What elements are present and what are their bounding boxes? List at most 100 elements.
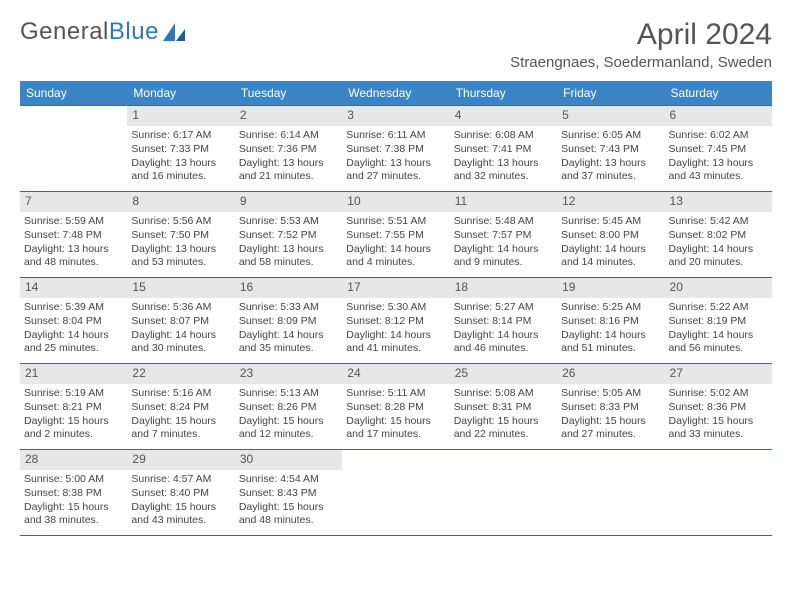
daylight-line: Daylight: 15 hours and 2 minutes.: [24, 415, 123, 443]
sunrise-line: Sunrise: 5:11 AM: [346, 387, 445, 401]
sunrise-line: Sunrise: 5:53 AM: [239, 215, 338, 229]
day-number: 13: [665, 192, 772, 212]
daylight-line: Daylight: 15 hours and 38 minutes.: [24, 501, 123, 529]
calendar-day-cell: [342, 450, 449, 536]
day-number: 20: [665, 278, 772, 298]
sunrise-line: Sunrise: 5:02 AM: [669, 387, 768, 401]
sunrise-line: Sunrise: 5:00 AM: [24, 473, 123, 487]
calendar-day-cell: 21Sunrise: 5:19 AMSunset: 8:21 PMDayligh…: [20, 364, 127, 450]
day-number: 22: [127, 364, 234, 384]
day-number: 12: [557, 192, 664, 212]
daylight-line: Daylight: 13 hours and 48 minutes.: [24, 243, 123, 271]
sunset-line: Sunset: 7:41 PM: [454, 143, 553, 157]
calendar-day-cell: 23Sunrise: 5:13 AMSunset: 8:26 PMDayligh…: [235, 364, 342, 450]
calendar-day-cell: 27Sunrise: 5:02 AMSunset: 8:36 PMDayligh…: [665, 364, 772, 450]
month-title: April 2024: [510, 18, 772, 52]
sunset-line: Sunset: 7:50 PM: [131, 229, 230, 243]
calendar-day-cell: 25Sunrise: 5:08 AMSunset: 8:31 PMDayligh…: [450, 364, 557, 450]
sunset-line: Sunset: 8:02 PM: [669, 229, 768, 243]
daylight-line: Daylight: 13 hours and 16 minutes.: [131, 157, 230, 185]
day-number: 16: [235, 278, 342, 298]
day-number: 1: [127, 106, 234, 126]
sunrise-line: Sunrise: 5:19 AM: [24, 387, 123, 401]
weekday-header: Thursday: [450, 81, 557, 106]
day-number: 2: [235, 106, 342, 126]
calendar-body: 1Sunrise: 6:17 AMSunset: 7:33 PMDaylight…: [20, 106, 772, 536]
calendar-day-cell: 17 Sunrise: 5:30 AMSunset: 8:12 PMDayligh…: [342, 278, 449, 364]
sunrise-line: Sunrise: 6:11 AM: [346, 129, 445, 143]
calendar-day-cell: 14Sunrise: 5:39 AMSunset: 8:04 PMDayligh…: [20, 278, 127, 364]
day-number: 10: [342, 192, 449, 212]
weekday-header: Sunday: [20, 81, 127, 106]
sunrise-line: Sunrise: 6:05 AM: [561, 129, 660, 143]
calendar-day-cell: 6Sunrise: 6:02 AMSunset: 7:45 PMDaylight…: [665, 106, 772, 192]
calendar-day-cell: 16Sunrise: 5:33 AMSunset: 8:09 PMDayligh…: [235, 278, 342, 364]
sunset-line: Sunset: 8:12 PM: [346, 315, 445, 329]
daylight-line: Daylight: 14 hours and 41 minutes.: [346, 329, 445, 357]
calendar-week-row: 21Sunrise: 5:19 AMSunset: 8:21 PMDayligh…: [20, 364, 772, 450]
sunset-line: Sunset: 7:33 PM: [131, 143, 230, 157]
day-number: 25: [450, 364, 557, 384]
calendar-week-row: 28Sunrise: 5:00 AMSunset: 8:38 PMDayligh…: [20, 450, 772, 536]
sunset-line: Sunset: 8:43 PM: [239, 487, 338, 501]
calendar-day-cell: 19Sunrise: 5:25 AMSunset: 8:16 PMDayligh…: [557, 278, 664, 364]
sunset-line: Sunset: 7:38 PM: [346, 143, 445, 157]
daylight-line: Daylight: 13 hours and 58 minutes.: [239, 243, 338, 271]
title-block: April 2024 Straengnaes, Soedermanland, S…: [510, 18, 772, 71]
sunrise-line: Sunrise: 5:16 AM: [131, 387, 230, 401]
daylight-line: Daylight: 15 hours and 48 minutes.: [239, 501, 338, 529]
sunrise-line: Sunrise: 5:22 AM: [669, 301, 768, 315]
sunrise-line: Sunrise: 4:57 AM: [131, 473, 230, 487]
daylight-line: Daylight: 14 hours and 14 minutes.: [561, 243, 660, 271]
sunset-line: Sunset: 7:52 PM: [239, 229, 338, 243]
calendar-day-cell: 15Sunrise: 5:36 AMSunset: 8:07 PMDayligh…: [127, 278, 234, 364]
sunset-line: Sunset: 7:43 PM: [561, 143, 660, 157]
daylight-line: Daylight: 15 hours and 22 minutes.: [454, 415, 553, 443]
weekday-header: Friday: [557, 81, 664, 106]
calendar-day-cell: [665, 450, 772, 536]
day-number: 15: [127, 278, 234, 298]
sunset-line: Sunset: 8:38 PM: [24, 487, 123, 501]
daylight-line: Daylight: 14 hours and 56 minutes.: [669, 329, 768, 357]
day-number: 28: [20, 450, 127, 470]
daylight-line: Daylight: 13 hours and 37 minutes.: [561, 157, 660, 185]
day-number: 23: [235, 364, 342, 384]
logo-text-blue: Blue: [109, 18, 159, 46]
sunrise-line: Sunrise: 6:02 AM: [669, 129, 768, 143]
location: Straengnaes, Soedermanland, Sweden: [510, 54, 772, 71]
daylight-line: Daylight: 14 hours and 30 minutes.: [131, 329, 230, 357]
sunset-line: Sunset: 8:04 PM: [24, 315, 123, 329]
sunrise-line: Sunrise: 5:33 AM: [239, 301, 338, 315]
daylight-line: Daylight: 15 hours and 7 minutes.: [131, 415, 230, 443]
sunset-line: Sunset: 8:26 PM: [239, 401, 338, 415]
sunset-line: Sunset: 8:19 PM: [669, 315, 768, 329]
day-number: 27: [665, 364, 772, 384]
daylight-line: Daylight: 15 hours and 43 minutes.: [131, 501, 230, 529]
calendar-day-cell: 10Sunrise: 5:51 AMSunset: 7:55 PMDayligh…: [342, 192, 449, 278]
weekday-header: Wednesday: [342, 81, 449, 106]
calendar-day-cell: 11Sunrise: 5:48 AMSunset: 7:57 PMDayligh…: [450, 192, 557, 278]
daylight-line: Daylight: 15 hours and 12 minutes.: [239, 415, 338, 443]
day-number: 26: [557, 364, 664, 384]
daylight-line: Daylight: 14 hours and 4 minutes.: [346, 243, 445, 271]
sunset-line: Sunset: 8:40 PM: [131, 487, 230, 501]
sunset-line: Sunset: 8:09 PM: [239, 315, 338, 329]
calendar-week-row: 7Sunrise: 5:59 AMSunset: 7:48 PMDaylight…: [20, 192, 772, 278]
sunset-line: Sunset: 8:24 PM: [131, 401, 230, 415]
sunrise-line: Sunrise: 5:45 AM: [561, 215, 660, 229]
daylight-line: Daylight: 13 hours and 21 minutes.: [239, 157, 338, 185]
day-number: 3: [342, 106, 449, 126]
sunset-line: Sunset: 8:14 PM: [454, 315, 553, 329]
sunrise-line: Sunrise: 6:14 AM: [239, 129, 338, 143]
day-number: 18: [450, 278, 557, 298]
daylight-line: Daylight: 13 hours and 32 minutes.: [454, 157, 553, 185]
day-number: 17: [342, 278, 449, 298]
sunrise-line: Sunrise: 5:30 AM: [346, 301, 445, 315]
sunrise-line: Sunrise: 5:56 AM: [131, 215, 230, 229]
sunrise-line: Sunrise: 5:59 AM: [24, 215, 123, 229]
weekday-header: Monday: [127, 81, 234, 106]
calendar-day-cell: 29Sunrise: 4:57 AMSunset: 8:40 PMDayligh…: [127, 450, 234, 536]
sunrise-line: Sunrise: 5:27 AM: [454, 301, 553, 315]
sunset-line: Sunset: 8:36 PM: [669, 401, 768, 415]
sunset-line: Sunset: 8:16 PM: [561, 315, 660, 329]
